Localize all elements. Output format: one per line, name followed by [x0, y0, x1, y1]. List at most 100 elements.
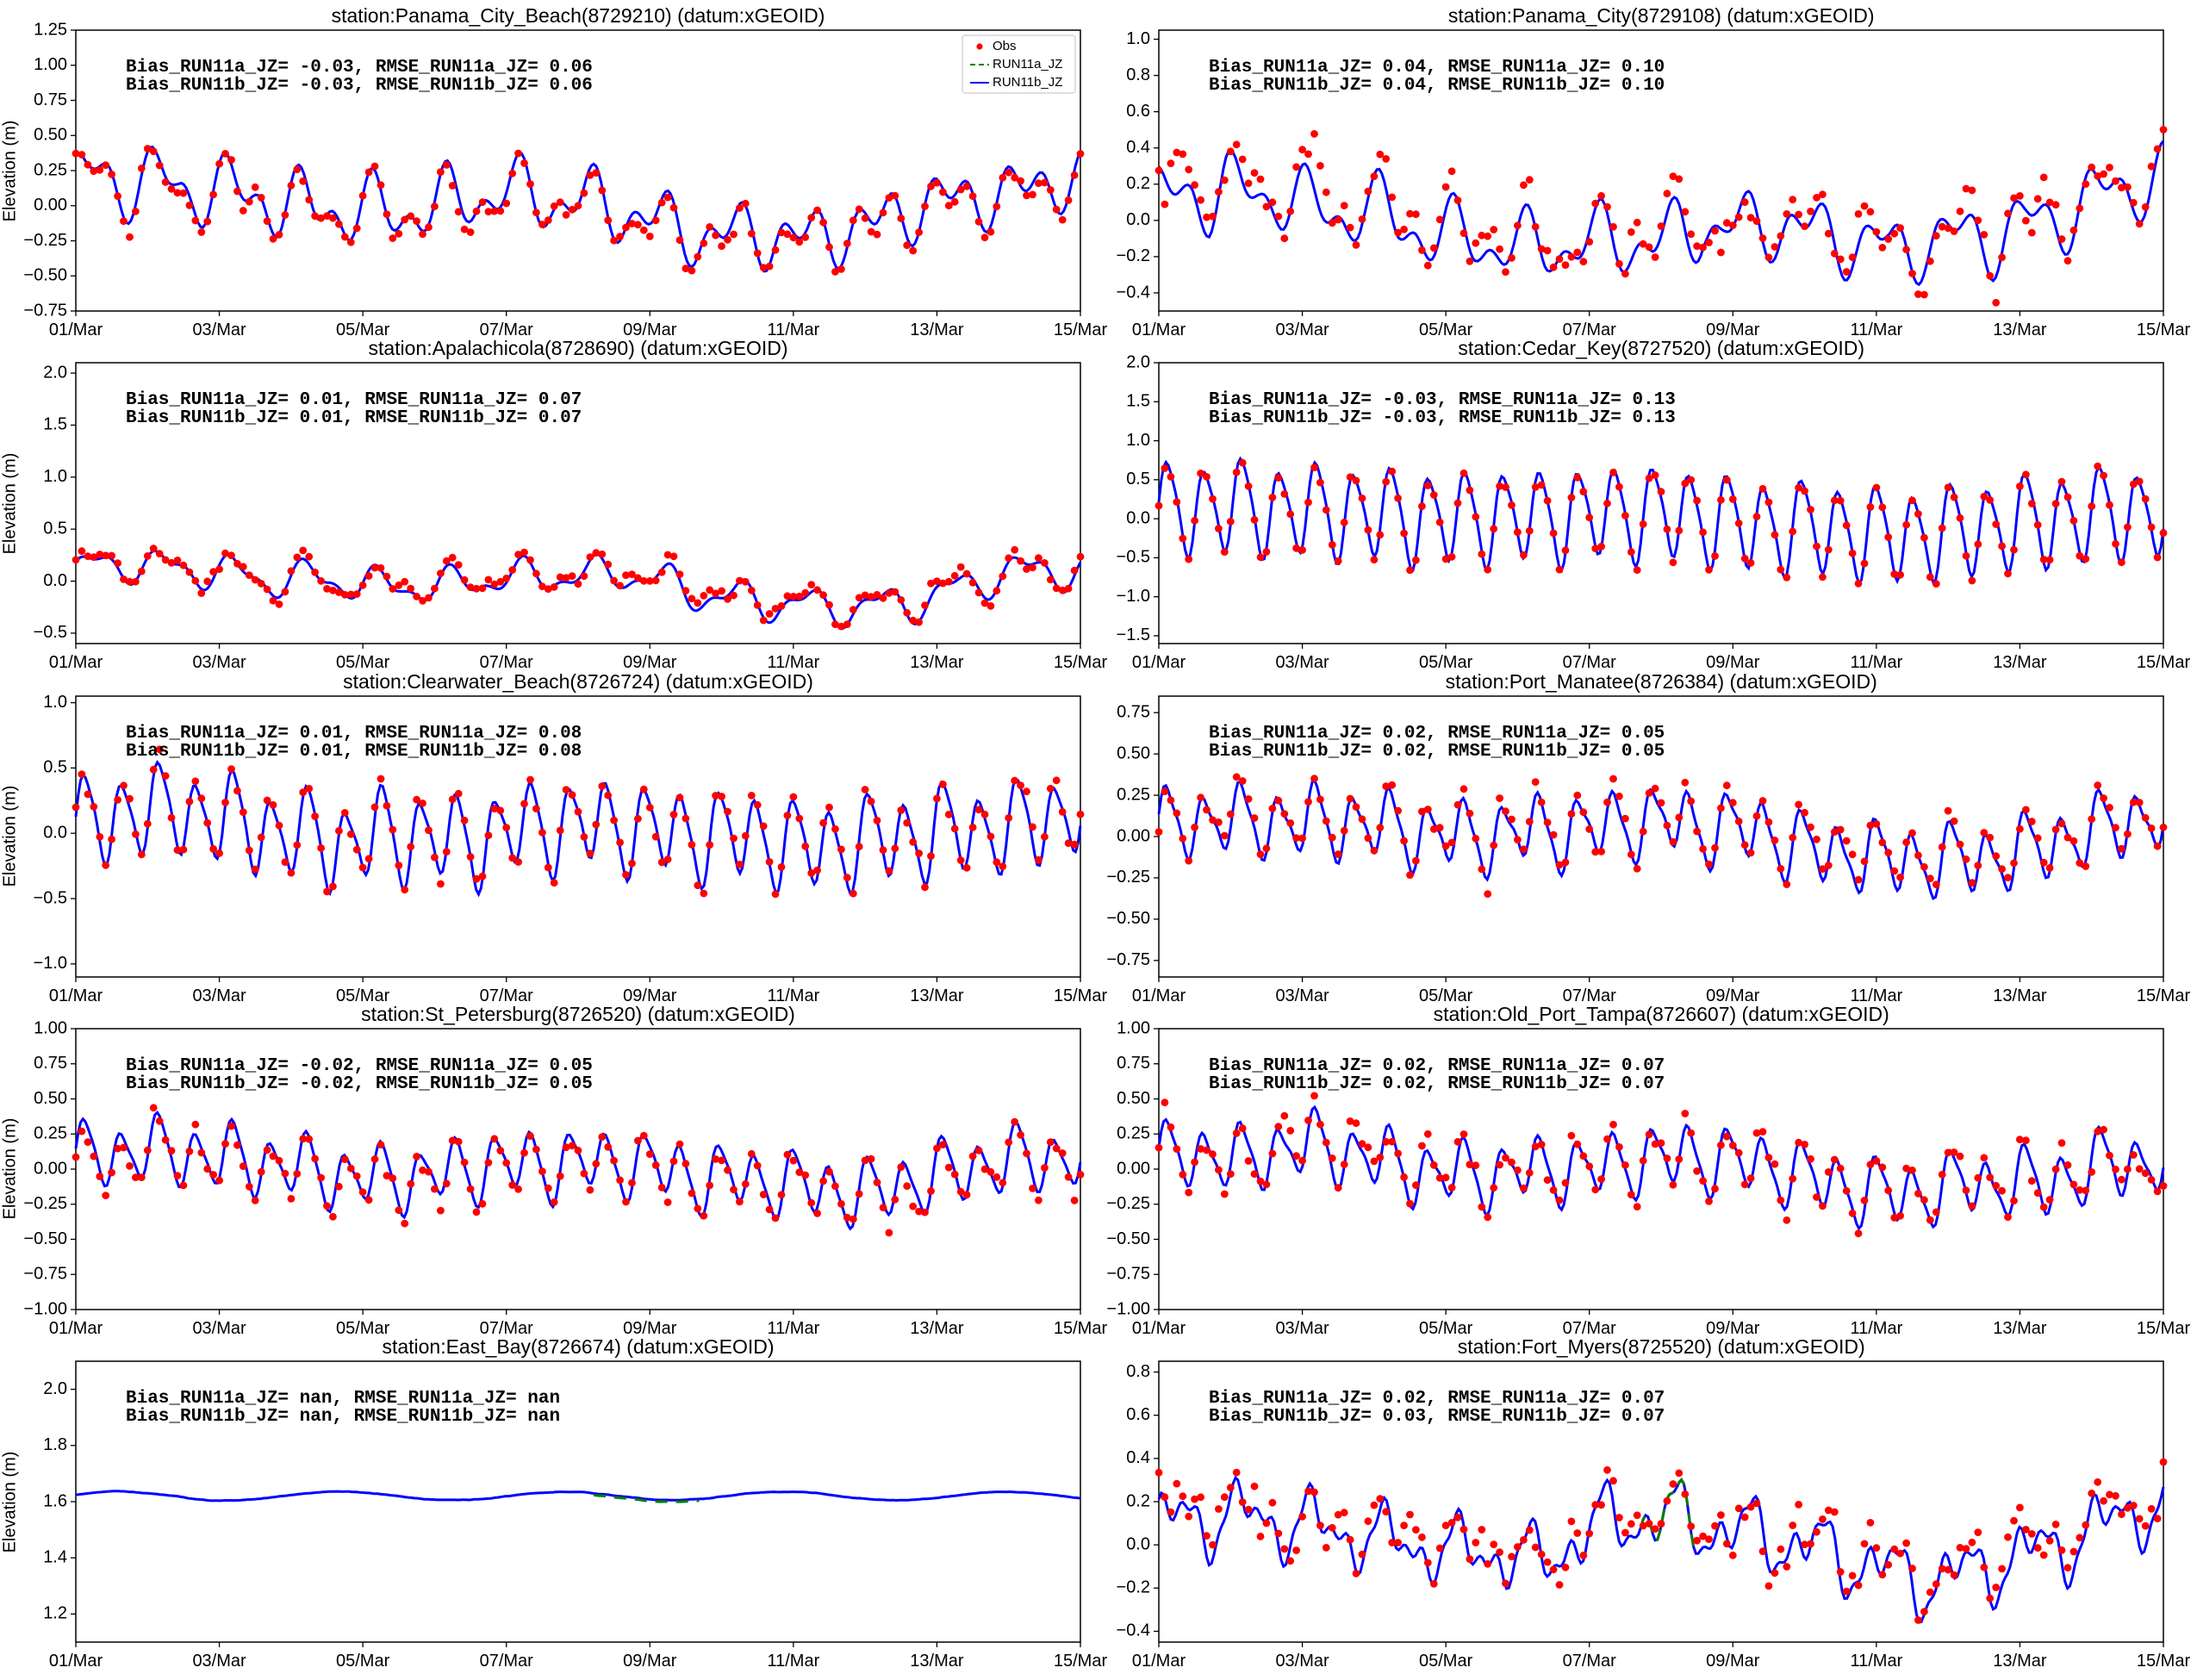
svg-text:−0.25: −0.25: [1107, 868, 1151, 887]
svg-text:0.0: 0.0: [1126, 1535, 1150, 1554]
svg-text:−1.5: −1.5: [1117, 626, 1150, 645]
svg-text:0.0: 0.0: [1126, 509, 1150, 528]
svg-text:2.0: 2.0: [1126, 353, 1150, 372]
svg-text:09/Mar: 09/Mar: [1706, 1652, 1760, 1671]
svg-text:0.0: 0.0: [43, 571, 67, 590]
svg-text:0.50: 0.50: [1117, 744, 1150, 762]
svg-text:0.75: 0.75: [1117, 702, 1150, 721]
svg-text:0.6: 0.6: [1126, 102, 1150, 121]
svg-text:−0.50: −0.50: [23, 1229, 67, 1248]
svg-text:0.00: 0.00: [34, 1159, 67, 1178]
svg-text:Bias_RUN11a_JZ= 0.01, RMSE_RU: Bias_RUN11a_JZ= 0.01, RMSE_RUN11a_JZ= 0.…: [126, 724, 582, 744]
svg-text:0.50: 0.50: [1117, 1089, 1150, 1108]
svg-text:−0.75: −0.75: [1107, 950, 1151, 969]
svg-text:−0.5: −0.5: [1117, 548, 1150, 567]
svg-text:RUN11a_JZ: RUN11a_JZ: [993, 57, 1062, 72]
svg-text:−0.4: −0.4: [1117, 1621, 1150, 1640]
svg-text:2.0: 2.0: [43, 364, 67, 383]
svg-text:0.00: 0.00: [34, 196, 67, 215]
svg-text:Bias_RUN11b_JZ= 0.01, RMSE_RU: Bias_RUN11b_JZ= 0.01, RMSE_RUN11b_JZ= 0.…: [126, 408, 582, 428]
svg-text:Bias_RUN11b_JZ= -0.03, RMSE_RU: Bias_RUN11b_JZ= -0.03, RMSE_RUN11b_JZ= 0…: [1209, 408, 1676, 428]
svg-text:13/Mar: 13/Mar: [910, 1652, 964, 1671]
svg-text:1.0: 1.0: [43, 692, 67, 711]
svg-text:−0.50: −0.50: [1107, 909, 1151, 928]
svg-text:1.4: 1.4: [43, 1548, 67, 1567]
svg-text:Bias_RUN11a_JZ= -0.02, RMSE_RU: Bias_RUN11a_JZ= -0.02, RMSE_RUN11a_JZ= 0…: [126, 1056, 593, 1076]
svg-text:0.75: 0.75: [34, 90, 67, 109]
svg-text:Bias_RUN11a_JZ= 0.04, RMSE_RU: Bias_RUN11a_JZ= 0.04, RMSE_RUN11a_JZ= 0.…: [1209, 58, 1665, 78]
svg-text:0.50: 0.50: [34, 126, 67, 145]
svg-text:−0.75: −0.75: [23, 301, 67, 320]
svg-text:0.6: 0.6: [1126, 1405, 1150, 1424]
svg-text:Bias_RUN11a_JZ= 0.02, RMSE_RU: Bias_RUN11a_JZ= 0.02, RMSE_RUN11a_JZ= 0.…: [1209, 1056, 1665, 1076]
svg-text:09/Mar: 09/Mar: [623, 1652, 677, 1671]
svg-text:Bias_RUN11b_JZ= 0.02, RMSE_RU: Bias_RUN11b_JZ= 0.02, RMSE_RUN11b_JZ= 0.…: [1209, 1074, 1665, 1094]
svg-text:−0.75: −0.75: [23, 1264, 67, 1283]
svg-text:0.25: 0.25: [34, 160, 67, 179]
svg-text:07/Mar: 07/Mar: [480, 1652, 534, 1671]
svg-text:Bias_RUN11b_JZ= 0.04, RMSE_RU: Bias_RUN11b_JZ= 0.04, RMSE_RUN11b_JZ= 0.…: [1209, 76, 1665, 96]
svg-text:1.5: 1.5: [1126, 392, 1150, 411]
svg-text:Obs: Obs: [993, 39, 1017, 53]
svg-text:0.75: 0.75: [1117, 1054, 1150, 1073]
svg-text:Bias_RUN11a_JZ= -0.03, RMSE_RU: Bias_RUN11a_JZ= -0.03, RMSE_RUN11a_JZ= 0…: [1209, 390, 1676, 410]
svg-text:1.00: 1.00: [34, 55, 67, 74]
svg-text:Bias_RUN11b_JZ= 0.01, RMSE_RU: Bias_RUN11b_JZ= 0.01, RMSE_RUN11b_JZ= 0.…: [126, 742, 582, 762]
svg-text:03/Mar: 03/Mar: [1276, 1652, 1330, 1671]
svg-text:15/Mar: 15/Mar: [2137, 1652, 2191, 1671]
svg-text:01/Mar: 01/Mar: [1132, 1652, 1186, 1671]
svg-text:0.25: 0.25: [1117, 785, 1150, 804]
svg-text:−1.00: −1.00: [23, 1299, 67, 1318]
svg-text:Bias_RUN11b_JZ= 0.02, RMSE_RU: Bias_RUN11b_JZ= 0.02, RMSE_RUN11b_JZ= 0.…: [1209, 742, 1665, 762]
svg-text:1.5: 1.5: [43, 415, 67, 434]
svg-text:07/Mar: 07/Mar: [1563, 1652, 1617, 1671]
svg-text:Bias_RUN11a_JZ= 0.02, RMSE_RU: Bias_RUN11a_JZ= 0.02, RMSE_RUN11a_JZ= 0.…: [1209, 1389, 1665, 1409]
svg-text:Bias_RUN11a_JZ= 0.02, RMSE_RU: Bias_RUN11a_JZ= 0.02, RMSE_RUN11a_JZ= 0.…: [1209, 724, 1665, 744]
svg-text:1.00: 1.00: [1117, 1018, 1150, 1037]
svg-text:0.4: 0.4: [1126, 138, 1150, 157]
svg-text:0.5: 0.5: [1126, 470, 1150, 488]
svg-text:Bias_RUN11b_JZ= nan, RMSE_RU: Bias_RUN11b_JZ= nan, RMSE_RUN11b_JZ= nan: [126, 1407, 560, 1427]
svg-text:0.25: 0.25: [1117, 1123, 1150, 1142]
svg-text:−0.50: −0.50: [1107, 1229, 1151, 1248]
svg-text:−0.5: −0.5: [34, 624, 67, 643]
svg-text:−1.00: −1.00: [1107, 1299, 1151, 1318]
svg-text:Bias_RUN11b_JZ= -0.02, RMSE_RU: Bias_RUN11b_JZ= -0.02, RMSE_RUN11b_JZ= 0…: [126, 1074, 593, 1094]
svg-text:1.2: 1.2: [43, 1604, 67, 1623]
svg-text:1.6: 1.6: [43, 1491, 67, 1510]
svg-text:15/Mar: 15/Mar: [1054, 1652, 1108, 1671]
svg-text:0.25: 0.25: [34, 1123, 67, 1142]
svg-text:01/Mar: 01/Mar: [49, 1652, 103, 1671]
svg-text:−0.25: −0.25: [23, 1194, 67, 1213]
svg-text:03/Mar: 03/Mar: [192, 1652, 246, 1671]
svg-text:−1.0: −1.0: [34, 954, 67, 973]
svg-text:0.75: 0.75: [34, 1054, 67, 1073]
svg-text:−0.25: −0.25: [1107, 1194, 1151, 1213]
svg-text:−0.5: −0.5: [34, 888, 67, 907]
svg-text:−0.75: −0.75: [1107, 1264, 1151, 1283]
svg-text:1.0: 1.0: [1126, 431, 1150, 450]
svg-text:Bias_RUN11a_JZ= -0.03, RMSE_RU: Bias_RUN11a_JZ= -0.03, RMSE_RUN11a_JZ= 0…: [126, 58, 593, 78]
svg-text:−0.2: −0.2: [1117, 1578, 1150, 1597]
svg-text:0.0: 0.0: [1126, 210, 1150, 229]
svg-text:13/Mar: 13/Mar: [1993, 1652, 2047, 1671]
svg-text:05/Mar: 05/Mar: [336, 1652, 390, 1671]
svg-text:1.00: 1.00: [34, 1018, 67, 1037]
svg-text:0.0: 0.0: [43, 823, 67, 842]
svg-text:−1.0: −1.0: [1117, 587, 1150, 606]
svg-text:0.5: 0.5: [43, 757, 67, 776]
svg-text:Bias_RUN11b_JZ= 0.03, RMSE_RU: Bias_RUN11b_JZ= 0.03, RMSE_RUN11b_JZ= 0.…: [1209, 1407, 1665, 1427]
svg-text:1.8: 1.8: [43, 1435, 67, 1454]
svg-text:1.0: 1.0: [43, 467, 67, 486]
svg-text:RUN11b_JZ: RUN11b_JZ: [993, 75, 1062, 90]
svg-text:0.2: 0.2: [1126, 174, 1150, 193]
svg-text:2.0: 2.0: [43, 1379, 67, 1398]
svg-text:1.0: 1.0: [1126, 29, 1150, 48]
svg-text:1.25: 1.25: [34, 20, 67, 39]
svg-text:Bias_RUN11b_JZ= -0.03, RMSE_RU: Bias_RUN11b_JZ= -0.03, RMSE_RUN11b_JZ= 0…: [126, 76, 593, 96]
svg-text:0.2: 0.2: [1126, 1491, 1150, 1510]
svg-text:Bias_RUN11a_JZ= nan, RMSE_RU: Bias_RUN11a_JZ= nan, RMSE_RUN11a_JZ= nan: [126, 1389, 560, 1409]
svg-text:0.50: 0.50: [34, 1089, 67, 1108]
svg-text:0.00: 0.00: [1117, 826, 1150, 845]
svg-text:11/Mar: 11/Mar: [767, 1652, 819, 1671]
